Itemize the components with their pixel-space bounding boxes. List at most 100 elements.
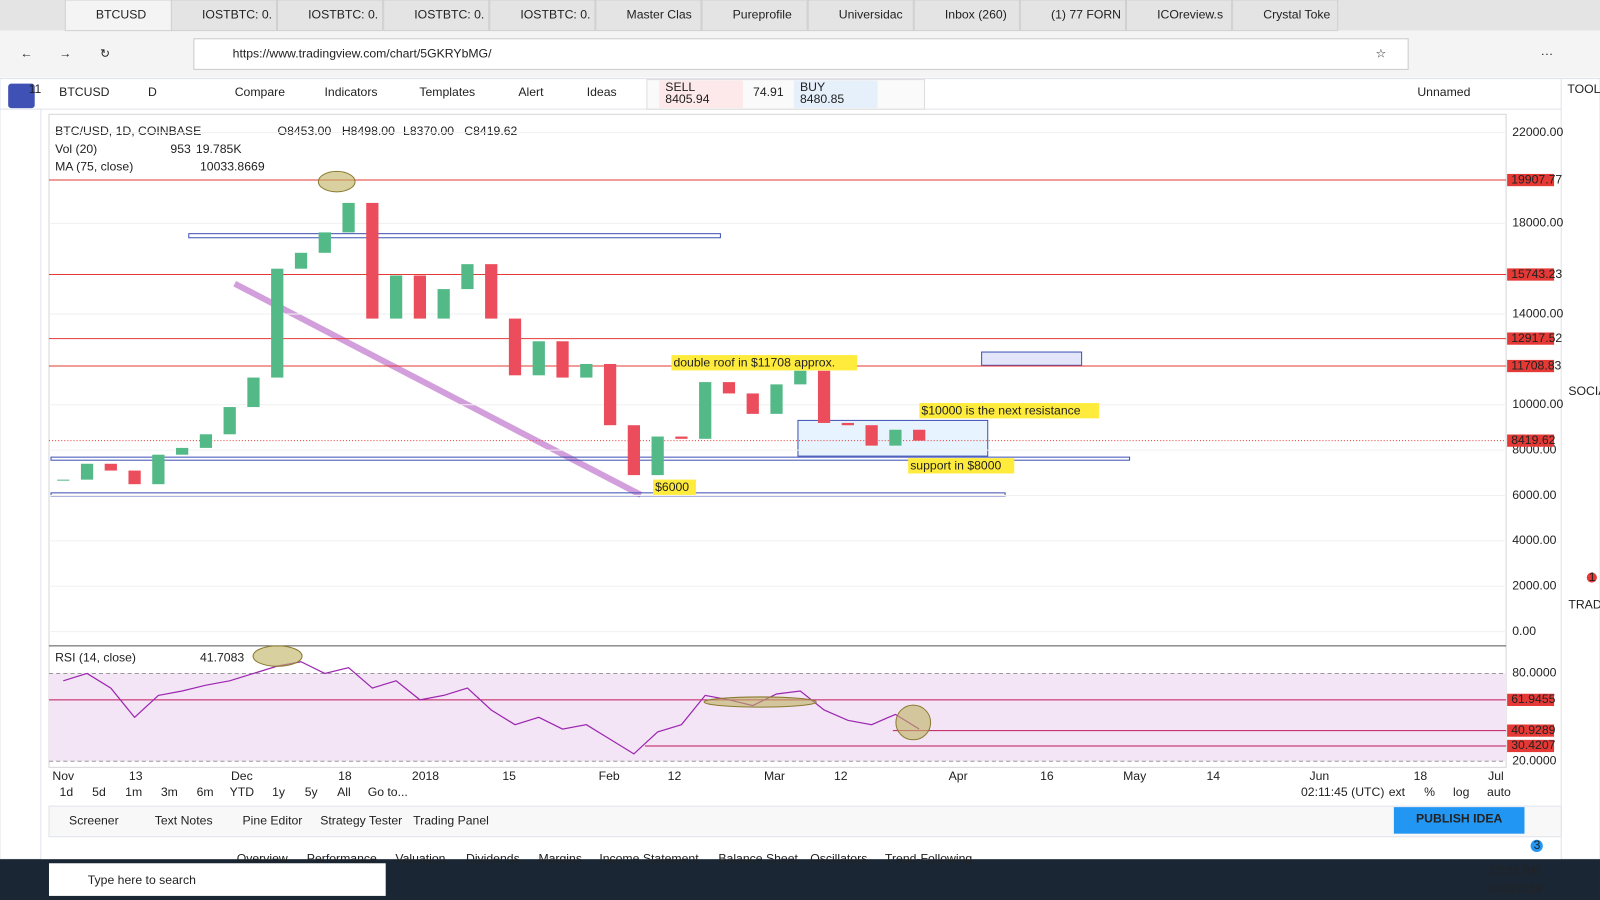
x-tick-label: 12 — [834, 769, 848, 783]
range-button[interactable]: 1y — [272, 785, 286, 799]
toolbar-spread[interactable]: 74.91 — [753, 85, 784, 99]
last-price-label: 8419.62 — [1511, 433, 1555, 447]
candle — [865, 425, 878, 446]
browser-tab[interactable] — [489, 0, 596, 32]
browser-tab[interactable] — [913, 0, 1020, 32]
screener-tab[interactable]: Trend-Following — [885, 851, 972, 865]
url-box[interactable] — [193, 38, 1409, 70]
range-button[interactable]: 6m — [197, 785, 214, 799]
scale-button[interactable]: auto — [1487, 785, 1511, 799]
search-box[interactable] — [48, 863, 386, 896]
sell-box[interactable] — [659, 80, 743, 109]
toolbar-tools[interactable]: TOOLS — [1567, 82, 1600, 96]
x-tick-label: Nov — [52, 769, 75, 783]
browser-tab[interactable] — [807, 0, 914, 32]
browser-tab[interactable] — [701, 0, 808, 32]
rsi-level-label: 30.4207 — [1511, 738, 1555, 752]
range-button[interactable]: 5d — [92, 785, 106, 799]
bottom-tab[interactable]: Screener — [69, 814, 119, 828]
annotation: $10000 is the next resistance — [921, 403, 1080, 417]
screener-tab[interactable]: Margins — [538, 851, 582, 865]
bottom-tab[interactable]: Trading Panel — [413, 814, 489, 828]
candle — [817, 370, 831, 423]
toolbar-ideas[interactable]: Ideas — [587, 85, 617, 99]
screener-tab[interactable]: Overview — [237, 851, 288, 865]
legend-rsi: RSI (14, close) — [55, 650, 136, 664]
favorite-button[interactable]: ☆ — [1375, 46, 1386, 60]
toolbar-compare[interactable]: Compare — [235, 85, 286, 99]
range-button[interactable]: YTD — [230, 785, 255, 799]
bottom-tab[interactable]: Text Notes — [155, 814, 213, 828]
range-button[interactable]: All — [337, 785, 351, 799]
forward-button[interactable]: → — [59, 46, 71, 60]
screener-tab[interactable]: Valuation — [395, 851, 445, 865]
rsi-label-box — [1507, 724, 1555, 737]
screener-tab[interactable]: Performance — [307, 851, 377, 865]
taskbar-search[interactable]: Type here to search — [88, 873, 196, 887]
range-button[interactable]: 5y — [305, 785, 319, 799]
browser-tab[interactable] — [1019, 0, 1127, 32]
back-button[interactable]: ← — [20, 46, 32, 60]
toolbar-badge[interactable]: 11 — [29, 82, 42, 96]
candle — [247, 377, 260, 408]
tab-title: IOSTBTC: 0. — [308, 8, 378, 22]
toolbar-interval[interactable]: D — [148, 85, 157, 99]
price-label-box — [1507, 173, 1555, 187]
y-tick-label: 22000.00 — [1512, 125, 1563, 139]
range-button[interactable]: 1d — [60, 785, 74, 799]
screener-tab[interactable]: Balance Sheet — [718, 851, 798, 865]
price-label-box — [1507, 359, 1555, 373]
tab-title: BTCUSD — [96, 8, 146, 22]
toolbar-templates[interactable]: Templates — [419, 85, 475, 99]
refresh-button[interactable]: ↻ — [100, 46, 110, 60]
browser-tab[interactable] — [595, 0, 702, 32]
candle — [413, 275, 427, 319]
scale-button[interactable]: log — [1453, 785, 1470, 799]
scale-button[interactable]: ext — [1389, 785, 1406, 799]
toolbar-symbol[interactable]: BTCUSD — [59, 85, 109, 99]
tab-title: Master Clas — [627, 8, 692, 22]
tab-title: Pureprofile — [733, 8, 792, 22]
browser-tab[interactable] — [64, 0, 172, 32]
annotation-box — [653, 479, 696, 495]
legend-ma: MA (75, close) — [55, 160, 133, 174]
price-label: 12917.52 — [1511, 331, 1562, 345]
legend-ma-value: 10033.8669 — [200, 160, 265, 174]
screener-tab[interactable]: Income Statement — [599, 851, 699, 865]
buy-box[interactable] — [793, 80, 878, 109]
toolbar-layout[interactable]: Unnamed — [1417, 85, 1470, 99]
toolbar-indicators[interactable]: Indicators — [324, 85, 377, 99]
toolbar-alert[interactable]: Alert — [518, 85, 544, 99]
bottom-tab[interactable]: Pine Editor — [243, 814, 303, 828]
scale-button[interactable]: % — [1424, 785, 1435, 799]
toolbar-buy-label[interactable]: BUY — [800, 80, 825, 94]
y-tick-label: 2000.00 — [1512, 578, 1556, 592]
left-toolbar — [0, 108, 42, 860]
bottom-tab[interactable]: Strategy Tester — [320, 814, 402, 828]
toolbar-buy-price[interactable]: 8480.85 — [800, 92, 844, 106]
candle — [532, 341, 545, 376]
range-button[interactable]: Go to... — [368, 785, 408, 799]
candle — [651, 436, 664, 476]
x-tick-label: 15 — [502, 769, 516, 783]
browser-tab[interactable] — [170, 0, 278, 32]
browser-tab[interactable] — [1232, 0, 1339, 32]
range-button[interactable]: 3m — [161, 785, 178, 799]
browser-tab[interactable] — [1126, 0, 1233, 32]
toolbar-sell-price[interactable]: 8405.94 — [665, 92, 709, 106]
toolbar-sell-label[interactable]: SELL — [665, 80, 695, 94]
screener-tab[interactable]: Dividends — [466, 851, 520, 865]
candle — [152, 454, 165, 485]
taskbar-time: 10:11 PM — [1490, 864, 1541, 878]
publish-label[interactable]: PUBLISH IDEA — [1416, 812, 1502, 826]
range-button[interactable]: 1m — [125, 785, 142, 799]
screener-tab[interactable]: Oscillators — [810, 851, 867, 865]
browser-tab[interactable] — [383, 0, 490, 32]
browser-tab[interactable] — [277, 0, 384, 32]
more-button[interactable]: ··· — [1541, 46, 1553, 60]
tab-title: IOSTBTC: 0. — [520, 8, 590, 22]
x-tick-label: 12 — [668, 769, 682, 783]
candle — [223, 407, 236, 435]
publish-button[interactable] — [1393, 807, 1525, 834]
logo[interactable] — [8, 83, 35, 109]
